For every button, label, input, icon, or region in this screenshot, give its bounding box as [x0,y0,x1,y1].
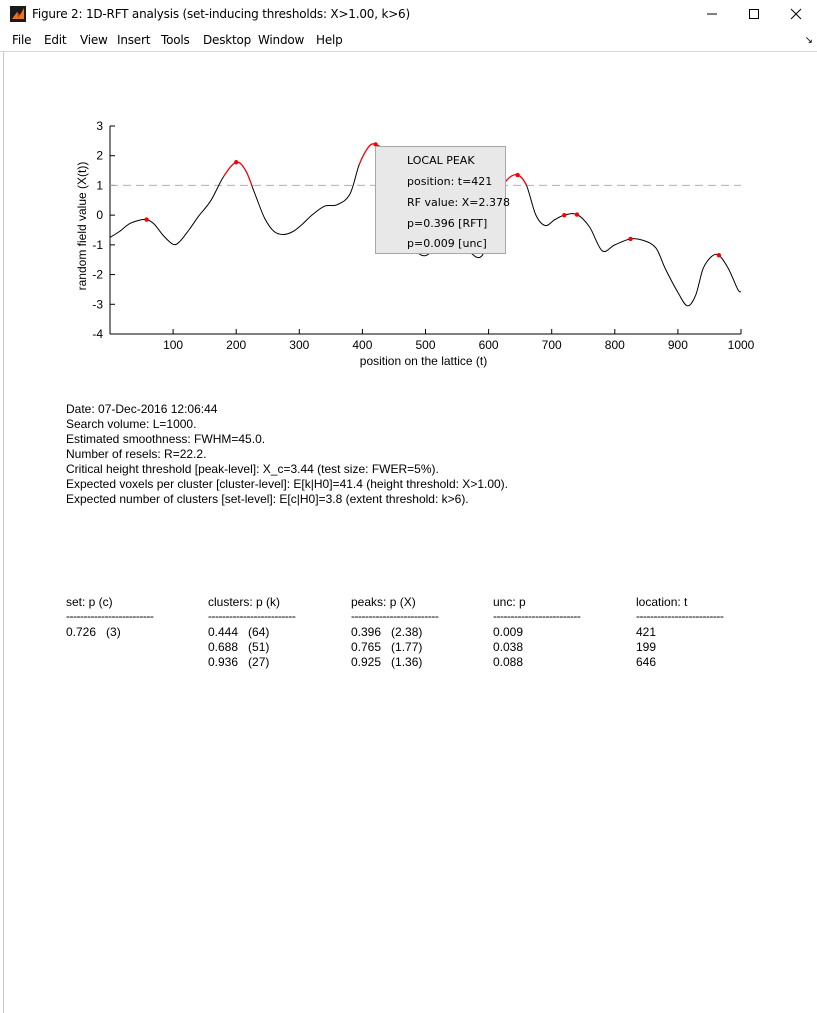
menu-edit[interactable]: Edit [44,33,67,47]
y-tick-label: 1 [96,178,103,192]
y-tick-label: -4 [92,327,103,341]
close-button[interactable] [773,0,817,28]
table-cell-unc: 0.088 [493,655,524,669]
y-tick-label: -1 [92,238,103,252]
window-title: Figure 2: 1D-RFT analysis (set-inducing … [32,7,410,21]
window-border [3,52,4,1013]
local-peak-marker [234,160,239,165]
table-cell-peaks: 0.765 (1.77) [351,640,423,654]
local-peak-marker [373,142,378,147]
y-tick-label: -3 [92,297,103,311]
table-cell-unc: 0.009 [493,625,524,639]
local-peak-marker [574,212,580,217]
summary-expected-voxels: Expected voxels per cluster [cluster-lev… [66,477,509,491]
table-cell-set: 0.726 (3) [66,625,121,639]
y-tick-label: 2 [96,149,103,163]
summary-critical-threshold: Critical height threshold [peak-level]: … [66,462,439,476]
table-cell-peaks: 0.396 (2.38) [351,625,423,639]
minimize-icon [707,13,717,15]
summary-date: Date: 07-Dec-2016 12:06:44 [66,402,218,416]
summary-expected-clusters: Expected number of clusters [set-level]:… [66,492,469,506]
menu-file[interactable]: File [12,33,32,47]
menu-window[interactable]: Window [258,33,305,47]
y-tick-label: 3 [96,119,103,133]
x-tick-label: 900 [668,338,688,352]
table-separator: ------------------------- [493,609,581,623]
local-peak-tooltip: LOCAL PEAK position: t=421 RF value: X=2… [375,146,510,254]
local-peak-marker [716,253,722,258]
tooltip-title: LOCAL PEAK [407,154,475,167]
summary-smoothness: Estimated smoothness: FWHM=45.0. [66,432,266,446]
menu-tools[interactable]: Tools [161,33,190,47]
x-axis-label: position on the lattice (t) [360,354,487,368]
local-peak-marker [628,236,633,242]
maximize-button[interactable] [731,0,777,28]
table-header-clusters: clusters: p (k) [208,595,281,609]
table-cell-location: 199 [636,640,657,654]
table-cell-location: 646 [636,655,657,669]
tooltip-rf-value: RF value: X=2.378 [407,196,510,209]
table-cell-location: 421 [636,625,657,639]
table-separator: ------------------------- [66,609,154,623]
x-tick-label: 1000 [728,338,755,352]
table-cell-unc: 0.038 [493,640,524,654]
menu-help[interactable]: Help [316,33,343,47]
x-tick-label: 400 [352,338,372,352]
matlab-figure-icon [10,6,26,22]
local-peak-marker [562,212,567,218]
y-tick-label: 0 [96,208,103,222]
summary-search-volume: Search volume: L=1000. [66,417,197,431]
tooltip-p-unc: p=0.009 [unc] [407,237,487,250]
x-tick-label: 300 [289,338,309,352]
menu-desktop[interactable]: Desktop [203,33,252,47]
table-header-peaks: peaks: p (X) [351,595,416,609]
table-header-location: location: t [636,595,688,609]
title-bar: Figure 2: 1D-RFT analysis (set-inducing … [0,0,817,28]
table-header-unc: unc: p [493,595,526,609]
y-axis-label: random field value (X(t)) [75,162,89,291]
table-separator: ------------------------- [351,609,439,623]
table-cell-peaks: 0.925 (1.36) [351,655,423,669]
maximize-icon [749,9,759,19]
tooltip-p-rft: p=0.396 [RFT] [407,217,488,230]
table-header-set: set: p (c) [66,595,113,609]
tooltip-position: position: t=421 [407,175,493,188]
x-tick-label: 200 [226,338,246,352]
close-icon [790,8,802,20]
menu-view[interactable]: View [80,33,108,47]
x-tick-label: 700 [542,338,562,352]
x-tick-label: 500 [415,338,435,352]
table-separator: ------------------------- [208,609,296,623]
rft-plot: 100 200 300 400 500 600 700 800 900 1000 3 2 1 0 -1 -2 -… [75,119,755,368]
table-cell-clusters: 0.444 (64) [208,625,270,639]
local-peak-marker [144,217,149,222]
menu-insert[interactable]: Insert [117,33,151,47]
x-tick-label: 100 [163,338,183,352]
summary-resels: Number of resels: R=22.2. [66,447,207,461]
minimize-button[interactable] [689,0,735,28]
table-cell-clusters: 0.936 (27) [208,655,270,669]
menu-bar: File Edit View Insert Tools Desktop Wind… [0,29,817,52]
table-separator: ------------------------- [636,609,724,623]
x-tick-label: 800 [605,338,625,352]
table-cell-clusters: 0.688 (51) [208,640,270,654]
x-tick-label: 600 [479,338,499,352]
y-tick-label: -2 [92,268,103,282]
local-peak-marker [515,172,520,178]
dock-arrow-icon[interactable]: ↘ [804,35,813,46]
